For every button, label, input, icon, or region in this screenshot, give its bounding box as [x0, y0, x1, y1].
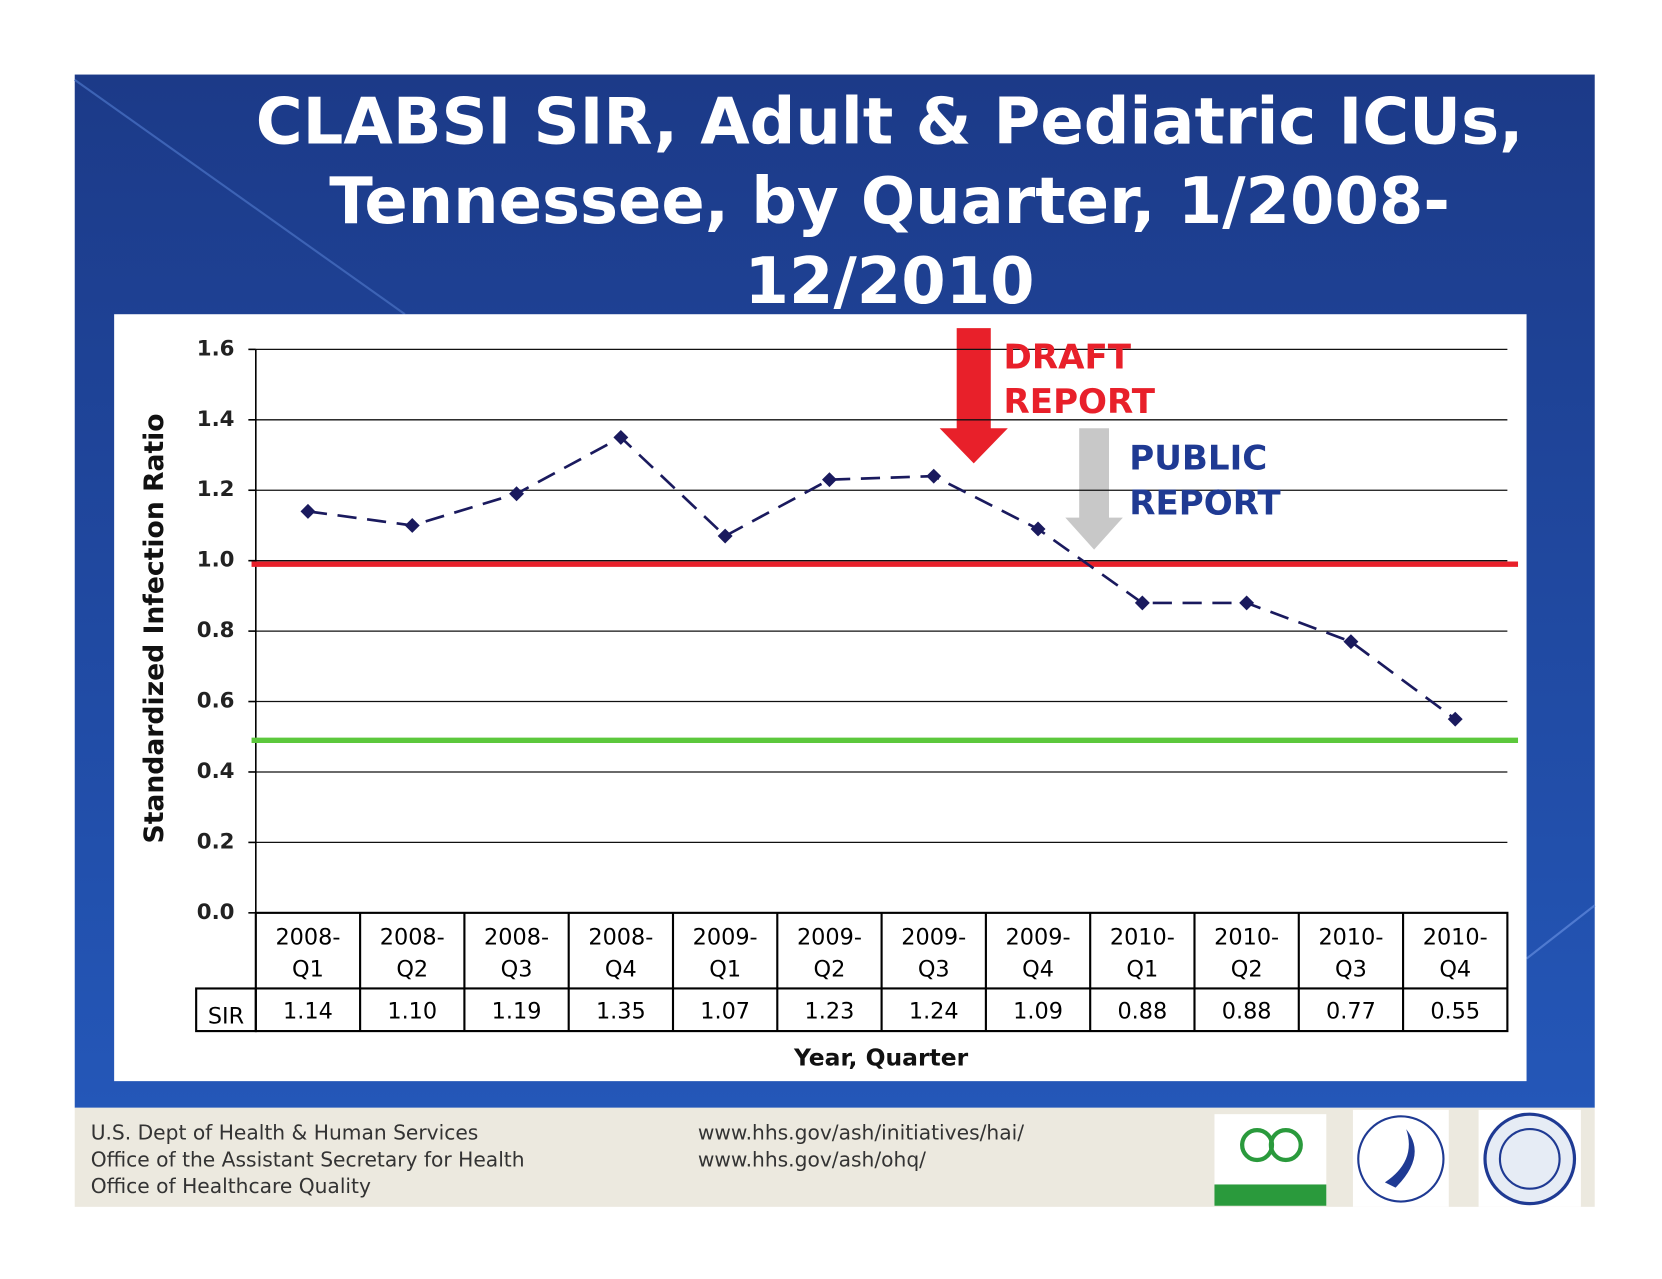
logo-phs-inner: [1498, 1128, 1561, 1190]
x-tick-label: 2010-Q4: [1423, 924, 1488, 982]
data-label: 0.88: [1117, 998, 1167, 1024]
data-point: [1030, 521, 1046, 537]
logo-partnership-band: [1214, 1184, 1327, 1206]
logo-partnership-mark: [1268, 1128, 1303, 1163]
data-label: 1.14: [283, 998, 333, 1024]
data-point: [1447, 711, 1463, 727]
y-tick-label: 1.2: [197, 477, 235, 502]
data-point: [509, 486, 525, 502]
x-tick-label: 2008-Q3: [484, 924, 549, 982]
data-point: [821, 472, 837, 488]
data-label: 1.10: [387, 998, 437, 1024]
data-point: [404, 518, 420, 533]
draft-arrow: [939, 328, 1008, 464]
decor-line: [74, 79, 406, 316]
y-tick-label: 0.4: [197, 759, 235, 784]
y-tick-label: 0.2: [197, 829, 235, 854]
footer-text: Office of Healthcare Quality: [91, 1174, 371, 1198]
x-tick-label: 2009-Q1: [693, 924, 758, 982]
logo-hhs-ring: [1357, 1115, 1445, 1203]
footer: U.S. Dept of Health & Human ServicesOffi…: [91, 1121, 1025, 1198]
title-line: Tennessee, by Quarter, 1/2008-: [329, 165, 1450, 239]
annotation: REPORT: [1129, 483, 1281, 523]
y-tick-label: 1.6: [197, 336, 235, 361]
y-tick-label: 1.0: [197, 548, 235, 573]
logo-hhs-eagle: [1384, 1129, 1415, 1188]
x-tick-label: 2010-Q1: [1110, 924, 1175, 982]
annotation: DRAFT: [1004, 337, 1132, 377]
x-tick-label: 2008-Q2: [380, 924, 445, 982]
data-point: [1239, 595, 1255, 611]
data-point: [1134, 595, 1150, 611]
data-point: [1343, 634, 1359, 650]
table-row-label: SIR: [208, 1004, 244, 1030]
data-label: 1.35: [596, 998, 646, 1024]
footer-text: U.S. Dept of Health & Human Services: [91, 1121, 479, 1145]
data-label: 1.24: [909, 998, 959, 1024]
data-label: 0.88: [1222, 998, 1272, 1024]
x-tick-label: 2009-Q2: [797, 924, 862, 982]
data-point: [717, 528, 733, 544]
data-point: [926, 468, 942, 484]
y-tick-label: 0.8: [197, 618, 235, 643]
logo-hhs: [1352, 1109, 1449, 1207]
data-label: 1.19: [492, 998, 542, 1024]
data-label: 0.55: [1430, 998, 1480, 1024]
table-row-label-cell: [195, 987, 257, 1033]
data-label: 1.23: [805, 998, 855, 1024]
chart-panel: [114, 314, 1527, 1082]
data-label: 0.77: [1326, 998, 1376, 1024]
chart-title: CLABSI SIR, Adult & Pediatric ICUs,Tenne…: [256, 85, 1524, 319]
decor-line: [1525, 904, 1596, 960]
public-arrow: [1065, 428, 1123, 550]
footer-link: www.hhs.gov/ash/initiatives/hai/: [698, 1121, 1024, 1145]
x-tick-label: 2010-Q3: [1318, 924, 1383, 982]
x-tick-label: 2009-Q4: [1006, 924, 1071, 982]
x-tick-label: 2008-Q1: [275, 924, 340, 982]
data-label: 1.07: [700, 998, 750, 1024]
footer-text: Office of the Assistant Secretary for He…: [91, 1147, 525, 1171]
x-axis-label: Year, Quarter: [793, 1043, 969, 1071]
y-tick-label: 0.0: [197, 900, 235, 925]
footer-band: [74, 1107, 1595, 1207]
annotation: PUBLIC: [1129, 439, 1267, 479]
x-tick-label: 2010-Q2: [1214, 924, 1279, 982]
logo-phs-seal: [1483, 1112, 1577, 1206]
data-label: 1.09: [1013, 998, 1063, 1024]
y-tick-label: 1.4: [197, 407, 235, 432]
data-point: [613, 429, 629, 445]
x-tick-label: 2008-Q4: [588, 924, 653, 982]
series-line: [307, 435, 1457, 721]
y-axis-label: Standardized Infection Ratio: [139, 413, 170, 843]
title-line: CLABSI SIR, Adult & Pediatric ICUs,: [256, 85, 1524, 159]
x-tick-label: 2009-Q3: [901, 924, 966, 982]
footer-link: www.hhs.gov/ash/ohq/: [698, 1147, 926, 1171]
title-line: 12/2010: [745, 245, 1035, 319]
annotation: REPORT: [1004, 382, 1156, 422]
y-tick-label: 0.6: [197, 689, 235, 714]
